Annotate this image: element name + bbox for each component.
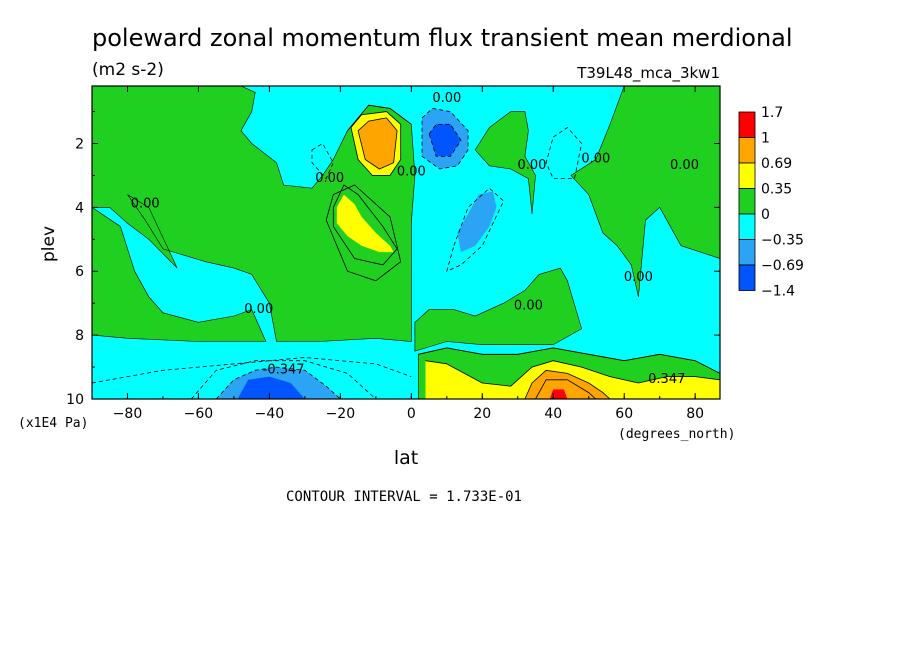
region-positive-broad-sh [92, 86, 415, 342]
contour-positive [535, 379, 597, 399]
x-tick-label: −20 [326, 406, 356, 422]
region-orange-sh-upper [358, 117, 398, 169]
experiment-label: T39L48_mca_3kw1 [576, 64, 720, 83]
y-tick-label: 6 [75, 264, 84, 280]
region-yellow-nh-surface-2 [425, 379, 518, 399]
contour-negative [190, 360, 377, 399]
contour-positive [357, 117, 398, 170]
region-darkblue-nh-upper [429, 124, 461, 157]
contour-positive [524, 369, 611, 399]
colorbar-label: 0.69 [761, 156, 792, 172]
x-tick-label: 40 [544, 406, 562, 422]
region-positive-upper-nh [475, 111, 536, 214]
contour-zero [570, 86, 720, 297]
x-axis-label: lat [394, 447, 418, 469]
contour-negative [446, 187, 505, 272]
contour-label: 0.00 [244, 302, 273, 317]
region-positive-lower-nh [414, 268, 582, 352]
y-tick-label: 4 [75, 200, 84, 216]
region-positive-polar-nh [571, 86, 720, 297]
contour-negative [421, 107, 469, 170]
x-tick-label: 60 [615, 406, 633, 422]
region-orange-nh-surface [524, 370, 610, 399]
contour-label: -0.347 [263, 362, 305, 377]
colorbar-swatch [738, 111, 756, 138]
contour-positive [425, 360, 720, 387]
contour-zero [414, 267, 582, 352]
colorbar-label: −1.4 [761, 284, 795, 300]
contour-fills [92, 86, 720, 399]
x-tick-label: 80 [686, 406, 704, 422]
contour-positive [332, 184, 398, 266]
colorbar-swatch [738, 137, 756, 164]
contour-label: 0.00 [397, 164, 426, 179]
contour-label: 0.00 [581, 152, 610, 167]
colorbar-label: 0 [761, 207, 770, 223]
contour-label: 0.00 [514, 299, 543, 314]
contour-label: 0.00 [624, 270, 653, 285]
plot-frame [91, 85, 721, 400]
colorbar-swatch [738, 264, 756, 291]
x-axis: −80 −60 −40 −20 0 20 40 60 80 [91, 86, 704, 422]
region-yellow-sh-mid [336, 194, 394, 253]
x-tick-label: 0 [407, 406, 416, 422]
colorbar-label: 1 [761, 131, 770, 147]
y-tick-label: 10 [66, 392, 84, 408]
contour-negative [215, 366, 341, 399]
x-tick-label: −80 [113, 406, 143, 422]
colorbar-label: 1.7 [761, 105, 783, 121]
colorbar-swatch [738, 188, 756, 215]
x-tick-label: −40 [255, 406, 285, 422]
contour-zero [474, 111, 536, 214]
y-axis: 2 4 6 8 10 [66, 111, 720, 408]
units-label: (m2 s-2) [92, 60, 164, 80]
y-units-label: (x1E4 Pa) [18, 416, 88, 431]
contour-negative [311, 142, 334, 180]
contour-label: 0.347 [648, 372, 685, 387]
contour-label: 0.00 [131, 196, 160, 211]
contour-negative [92, 357, 412, 384]
colorbar-swatch [738, 162, 756, 189]
y-tick-label: 2 [75, 136, 84, 152]
colorbar-label: −0.69 [761, 258, 804, 274]
contour-zero [92, 207, 267, 342]
contour-negative [545, 126, 583, 179]
colorbar: 1.7 1 0.69 0.35 0 −0.35 −0.69 −1.4 [738, 105, 804, 300]
contour-label: 0.00 [670, 158, 699, 173]
contour-labels: 0.00 0.00 0.00 0.00 0.00 0.00 0.00 0.00 0.00 0.00… [131, 91, 699, 387]
region-red-nh-surface [549, 389, 568, 399]
contour-zero [92, 86, 416, 342]
region-blue-nh-mid [457, 191, 497, 253]
contour-label: 0.00 [517, 158, 546, 173]
contour-interval-text: CONTOUR INTERVAL = 1.733E-01 [286, 489, 522, 505]
colorbar-swatch [738, 239, 756, 266]
contour-label: 0.00 [432, 91, 461, 106]
x-tick-label: 20 [473, 406, 491, 422]
y-tick-label: 8 [75, 328, 84, 344]
x-tick-label: −60 [184, 406, 214, 422]
region-darkblue-sh-surface [237, 376, 305, 399]
contour-positive [325, 184, 402, 282]
colorbar-label: −0.35 [761, 233, 804, 249]
contour-lines [92, 86, 720, 399]
colorbar-label: 0.35 [761, 182, 792, 198]
contour-positive [350, 111, 402, 176]
contour-label: 0.00 [315, 171, 344, 186]
colorbar-swatch [738, 213, 756, 240]
contour-negative [428, 123, 462, 157]
y-axis-label: plev [39, 226, 59, 262]
region-positive-west-sh [92, 207, 266, 342]
contour-zero [418, 347, 720, 399]
chart-title: poleward zonal momentum flux transient m… [92, 24, 793, 52]
x-units-label: (degrees_north) [618, 427, 735, 442]
